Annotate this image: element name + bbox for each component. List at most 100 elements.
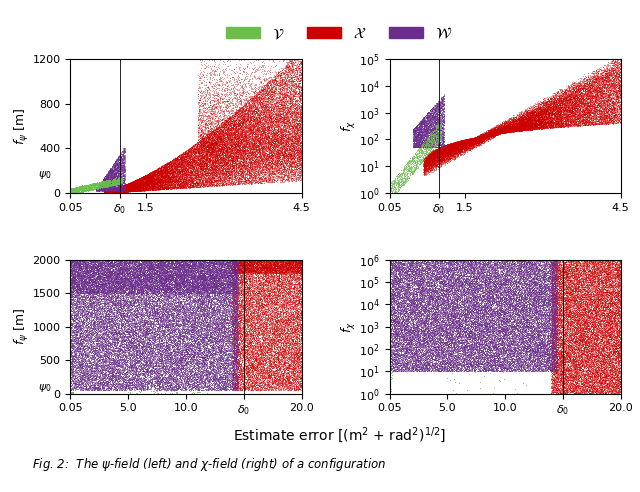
Point <box>251 265 261 273</box>
Point <box>147 260 157 268</box>
Point <box>527 278 537 286</box>
Point <box>164 383 174 391</box>
Point <box>561 378 571 386</box>
Point <box>467 268 477 276</box>
Point <box>241 254 252 262</box>
Point <box>548 257 558 265</box>
Point <box>480 135 490 143</box>
Point <box>580 301 591 308</box>
Point <box>282 312 292 320</box>
Point <box>269 118 280 125</box>
Point <box>493 364 503 371</box>
Point <box>521 262 531 270</box>
Point <box>154 386 164 394</box>
Point <box>545 333 555 341</box>
Point <box>407 349 417 357</box>
Point <box>274 254 284 262</box>
Point <box>115 187 125 195</box>
Point <box>228 324 239 332</box>
Point <box>486 130 496 138</box>
Point <box>599 259 609 267</box>
Point <box>218 127 228 135</box>
Point <box>273 347 284 355</box>
Point <box>426 320 436 328</box>
Point <box>387 268 397 276</box>
Point <box>91 181 101 189</box>
Point <box>195 266 205 274</box>
Point <box>409 317 419 325</box>
Point <box>179 271 189 278</box>
Point <box>211 148 221 156</box>
Point <box>220 382 230 390</box>
Point <box>274 264 284 272</box>
Point <box>271 265 282 273</box>
Point <box>247 364 257 371</box>
Point <box>287 155 298 163</box>
Point <box>230 251 241 259</box>
Point <box>160 183 170 190</box>
Point <box>604 382 614 390</box>
Point <box>177 166 187 174</box>
Point <box>274 148 284 155</box>
Point <box>269 267 280 275</box>
Point <box>294 121 304 129</box>
Point <box>518 124 528 132</box>
Point <box>460 337 470 344</box>
Point <box>495 334 506 342</box>
Point <box>539 277 549 285</box>
Point <box>230 179 240 186</box>
Point <box>568 344 579 352</box>
Point <box>220 161 230 169</box>
Point <box>294 256 305 264</box>
Point <box>104 168 114 176</box>
Point <box>252 164 262 172</box>
Point <box>120 181 130 188</box>
Point <box>430 317 440 325</box>
Point <box>505 120 515 128</box>
Point <box>476 130 486 138</box>
Point <box>508 336 518 343</box>
Point <box>586 82 596 90</box>
Point <box>77 329 88 337</box>
Point <box>414 138 424 146</box>
Point <box>420 155 430 163</box>
Point <box>173 364 183 372</box>
Point <box>550 302 560 309</box>
Point <box>577 388 587 396</box>
Point <box>596 262 607 270</box>
Point <box>204 380 214 388</box>
Point <box>114 184 124 191</box>
Point <box>179 310 189 318</box>
Point <box>600 357 610 365</box>
Point <box>474 135 484 143</box>
Point <box>83 181 93 189</box>
Point <box>440 290 450 298</box>
Point <box>200 101 210 109</box>
Point <box>278 308 288 316</box>
Point <box>291 344 301 352</box>
Point <box>420 141 431 149</box>
Point <box>516 263 526 271</box>
Point <box>182 318 192 326</box>
Point <box>155 352 165 360</box>
Point <box>516 335 526 343</box>
Point <box>100 291 110 299</box>
Point <box>292 154 302 162</box>
Point <box>480 366 490 374</box>
Point <box>558 119 568 126</box>
Point <box>432 147 442 155</box>
Point <box>228 336 238 344</box>
Point <box>584 316 594 324</box>
Point <box>237 252 247 260</box>
Point <box>497 316 507 324</box>
Point <box>577 274 587 281</box>
Point <box>67 362 77 369</box>
Point <box>430 148 440 156</box>
Point <box>536 340 547 348</box>
Point <box>229 302 239 310</box>
Point <box>517 258 527 266</box>
Point <box>136 263 147 271</box>
Point <box>600 288 610 296</box>
Point <box>510 126 520 134</box>
Point <box>435 151 445 159</box>
